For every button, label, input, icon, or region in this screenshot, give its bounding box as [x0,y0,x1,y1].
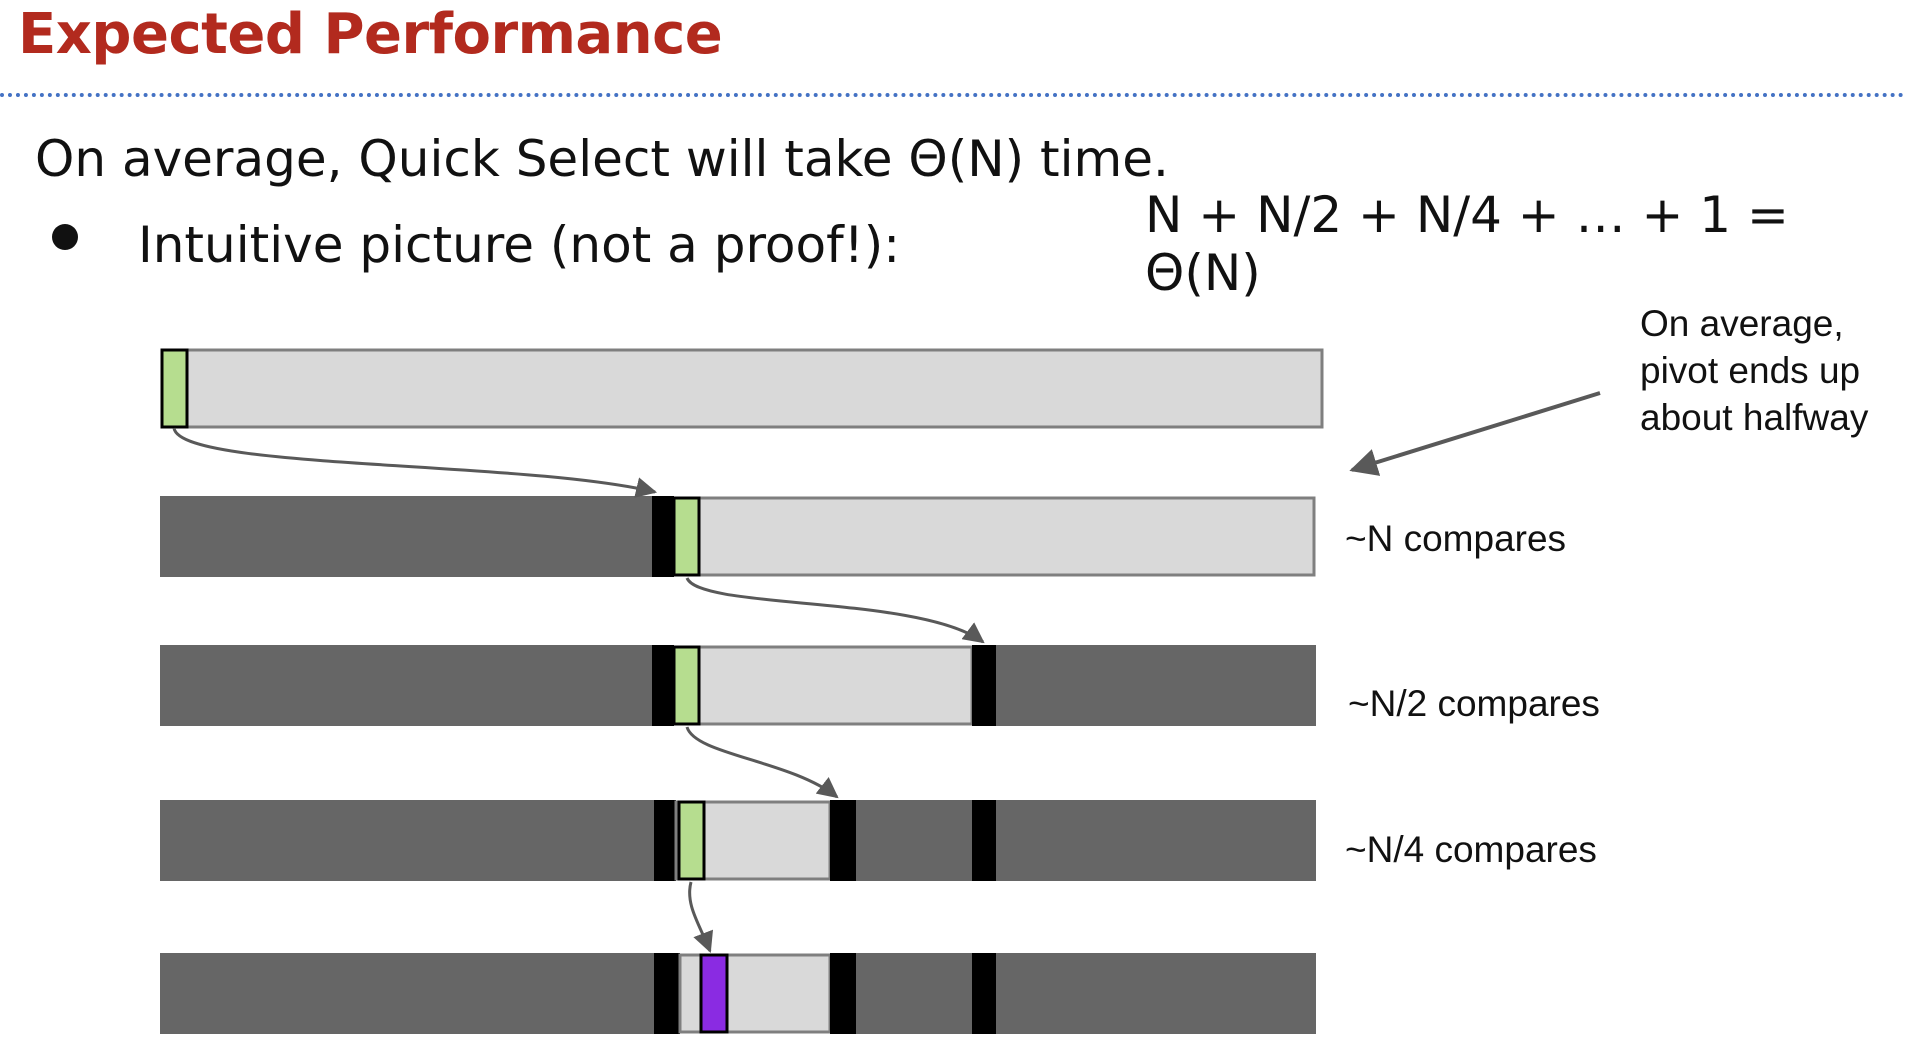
done-region-right [996,800,1316,881]
compare-label-n: ~N compares [1345,518,1567,559]
done-region-right [996,953,1316,1034]
done-region-left [160,953,654,1034]
pivot-marker [830,800,856,881]
done-region-left [160,645,652,726]
pivot-marker [830,953,856,1034]
array-row-5 [160,953,1316,1034]
compare-label-n-quarter: ~N/4 compares [1345,829,1597,870]
active-region [672,645,974,726]
current-pivot [677,800,706,881]
annotation-line-3: about halfway [1640,397,1869,438]
pivot-marker [652,496,674,577]
pivot-marker [972,645,996,726]
bullet-dot [52,224,78,250]
current-pivot [672,496,701,577]
found-item [699,953,729,1034]
done-region-left [160,800,654,881]
done-region-middle [856,953,972,1034]
array-row-4 [160,800,1316,881]
done-region-middle [856,800,972,881]
pivot-halfway-annotation: On average, pivot ends up about halfway [1640,300,1868,441]
pivot-marker [654,953,680,1034]
pivot-marker [652,645,674,726]
arrow-row2-to-row3 [685,577,985,644]
compare-label-n-half: ~N/2 compares [1348,683,1600,724]
done-region-right [996,645,1316,726]
annotation-pointer-arrow [1349,391,1601,476]
sum-formula: N + N/2 + N/4 + … + 1 = Θ(N) [1145,186,1789,302]
current-pivot [160,348,189,429]
done-region-left [160,496,652,577]
bullet-text: Intuitive picture (not a proof!): [138,216,901,274]
arrow-row3-to-row4 [685,726,839,799]
pivot-marker [972,800,996,881]
array-row-1 [160,348,1324,429]
arrow-row4-to-row5 [688,881,714,953]
active-region [672,496,1316,577]
pivot-marker [972,953,996,1034]
average-time-statement: On average, Quick Select will take Θ(N) … [35,130,1169,188]
slide-title: Expected Performance [18,2,723,67]
title-separator [0,93,1905,97]
arrow-row1-to-row2 [172,427,658,498]
array-row-3 [160,645,1316,726]
pivot-marker [654,800,676,881]
active-region [160,348,1324,429]
annotation-line-1: On average, [1640,303,1844,344]
current-pivot [672,645,701,726]
annotation-line-2: pivot ends up [1640,350,1861,391]
array-row-2 [160,496,1316,577]
